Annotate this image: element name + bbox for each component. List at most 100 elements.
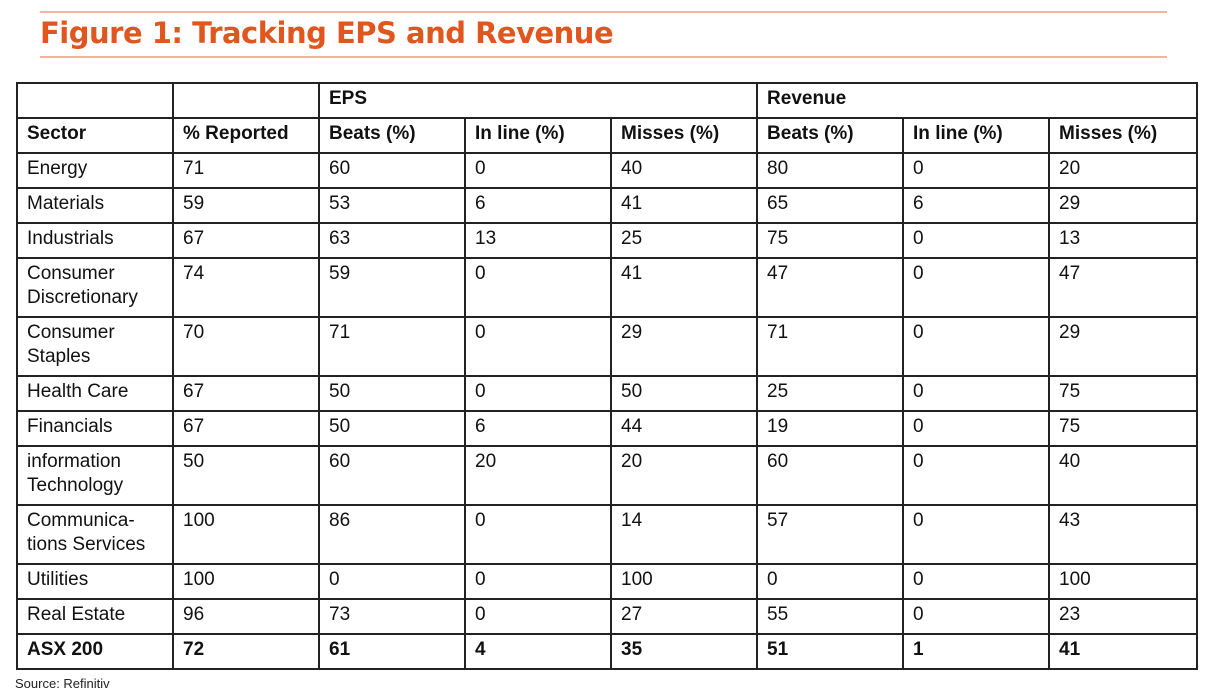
eps-inline-cell: 0 xyxy=(464,563,612,600)
column-header-sector: Sector xyxy=(16,117,174,154)
figure-title: Figure 1: Tracking EPS and Revenue xyxy=(40,16,614,50)
eps-inline-cell: 6 xyxy=(464,187,612,224)
eps-beats-cell: 50 xyxy=(318,375,466,412)
eps-group-header: EPS xyxy=(317,82,759,119)
eps-misses-cell: 40 xyxy=(609,152,759,189)
rev-beats-cell: 71 xyxy=(756,316,905,377)
sector-cell: information Technology xyxy=(16,445,174,506)
eps-misses-cell: 41 xyxy=(609,257,759,318)
sector-cell: Consumer Discretionary xyxy=(16,257,174,318)
rev-beats-cell: 19 xyxy=(756,410,905,447)
total-row: ASX 200 72 61 4 35 51 1 41 xyxy=(16,633,1199,670)
sector-cell: Utilities xyxy=(16,563,174,600)
eps-misses-cell: 29 xyxy=(609,316,759,377)
rev-misses-cell: 41 xyxy=(1048,633,1199,670)
sector-line: information xyxy=(27,451,121,472)
reported-cell: 71 xyxy=(172,152,320,189)
eps-inline-cell: 0 xyxy=(464,152,612,189)
rev-inline-cell: 0 xyxy=(902,257,1051,318)
table-row: Consumer Staples 70 71 0 29 71 0 29 xyxy=(16,316,1199,377)
eps-misses-cell: 14 xyxy=(609,504,759,565)
eps-inline-cell: 0 xyxy=(464,316,612,377)
sector-cell: Energy xyxy=(16,152,174,189)
eps-beats-cell: 71 xyxy=(318,316,466,377)
eps-beats-cell: 50 xyxy=(318,410,466,447)
reported-cell: 67 xyxy=(172,222,320,259)
eps-misses-cell: 100 xyxy=(609,563,759,600)
rev-inline-cell: 0 xyxy=(902,445,1051,506)
column-header-reported: % Reported xyxy=(172,117,320,154)
rev-beats-cell: 57 xyxy=(756,504,905,565)
table-row: Energy 71 60 0 40 80 0 20 xyxy=(16,152,1199,189)
sector-cell: Industrials xyxy=(16,222,174,259)
rev-beats-cell: 47 xyxy=(756,257,905,318)
rev-beats-cell: 75 xyxy=(756,222,905,259)
sector-cell: Consumer Staples xyxy=(16,316,174,377)
reported-cell: 100 xyxy=(172,563,320,600)
column-header-eps-misses: Misses (%) xyxy=(609,117,759,154)
eps-beats-cell: 53 xyxy=(318,187,466,224)
eps-inline-cell: 4 xyxy=(464,633,612,670)
rev-inline-cell: 6 xyxy=(902,187,1051,224)
sector-cell: Materials xyxy=(16,187,174,224)
table-row: Real Estate 96 73 0 27 55 0 23 xyxy=(16,598,1199,635)
sector-cell: Financials xyxy=(16,410,174,447)
table-row: Consumer Discretionary 74 59 0 41 47 0 47 xyxy=(16,257,1199,318)
eps-beats-cell: 61 xyxy=(318,633,466,670)
sector-line: Technology xyxy=(27,475,124,496)
rev-inline-cell: 0 xyxy=(902,375,1051,412)
sector-line: Staples xyxy=(27,346,91,367)
reported-cell: 72 xyxy=(172,633,320,670)
table-row: Materials 59 53 6 41 65 6 29 xyxy=(16,187,1199,224)
eps-inline-cell: 0 xyxy=(464,257,612,318)
rev-misses-cell: 47 xyxy=(1048,257,1199,318)
eps-misses-cell: 35 xyxy=(609,633,759,670)
eps-misses-cell: 50 xyxy=(609,375,759,412)
rev-inline-cell: 0 xyxy=(902,152,1051,189)
eps-inline-cell: 0 xyxy=(464,598,612,635)
eps-beats-cell: 0 xyxy=(318,563,466,600)
eps-beats-cell: 60 xyxy=(318,152,466,189)
eps-revenue-table: EPS Revenue Sector % Reported Beats (%) … xyxy=(16,82,1199,670)
sector-cell: Real Estate xyxy=(16,598,174,635)
rev-misses-cell: 43 xyxy=(1048,504,1199,565)
sector-line: tions Services xyxy=(27,534,146,555)
eps-beats-cell: 86 xyxy=(318,504,466,565)
reported-cell: 70 xyxy=(172,316,320,377)
rev-beats-cell: 25 xyxy=(756,375,905,412)
rev-beats-cell: 60 xyxy=(756,445,905,506)
rev-inline-cell: 1 xyxy=(902,633,1051,670)
column-header-rev-misses: Misses (%) xyxy=(1048,117,1199,154)
eps-misses-cell: 27 xyxy=(609,598,759,635)
source-note: Source: Refinitiv xyxy=(15,676,110,691)
eps-beats-cell: 60 xyxy=(318,445,466,506)
rev-inline-cell: 0 xyxy=(902,504,1051,565)
group-header-empty-cell xyxy=(172,82,320,119)
table-row: Financials 67 50 6 44 19 0 75 xyxy=(16,410,1199,447)
reported-cell: 74 xyxy=(172,257,320,318)
group-header-empty-cell xyxy=(16,82,174,119)
table-row: Industrials 67 63 13 25 75 0 13 xyxy=(16,222,1199,259)
eps-beats-cell: 59 xyxy=(318,257,466,318)
reported-cell: 50 xyxy=(172,445,320,506)
sector-cell: Communica-tions Services xyxy=(16,504,174,565)
reported-cell: 100 xyxy=(172,504,320,565)
rev-inline-cell: 0 xyxy=(902,563,1051,600)
rev-misses-cell: 23 xyxy=(1048,598,1199,635)
eps-inline-cell: 0 xyxy=(464,375,612,412)
rev-inline-cell: 0 xyxy=(902,316,1051,377)
rev-inline-cell: 0 xyxy=(902,222,1051,259)
column-header-rev-beats: Beats (%) xyxy=(756,117,905,154)
rev-beats-cell: 55 xyxy=(756,598,905,635)
eps-inline-cell: 20 xyxy=(464,445,612,506)
eps-inline-cell: 0 xyxy=(464,504,612,565)
eps-inline-cell: 13 xyxy=(464,222,612,259)
table-row: Health Care 67 50 0 50 25 0 75 xyxy=(16,375,1199,412)
eps-inline-cell: 6 xyxy=(464,410,612,447)
rev-misses-cell: 29 xyxy=(1048,187,1199,224)
table-row: Utilities 100 0 0 100 0 0 100 xyxy=(16,563,1199,600)
eps-misses-cell: 44 xyxy=(609,410,759,447)
eps-beats-cell: 73 xyxy=(318,598,466,635)
eps-beats-cell: 63 xyxy=(318,222,466,259)
rev-inline-cell: 0 xyxy=(902,598,1051,635)
